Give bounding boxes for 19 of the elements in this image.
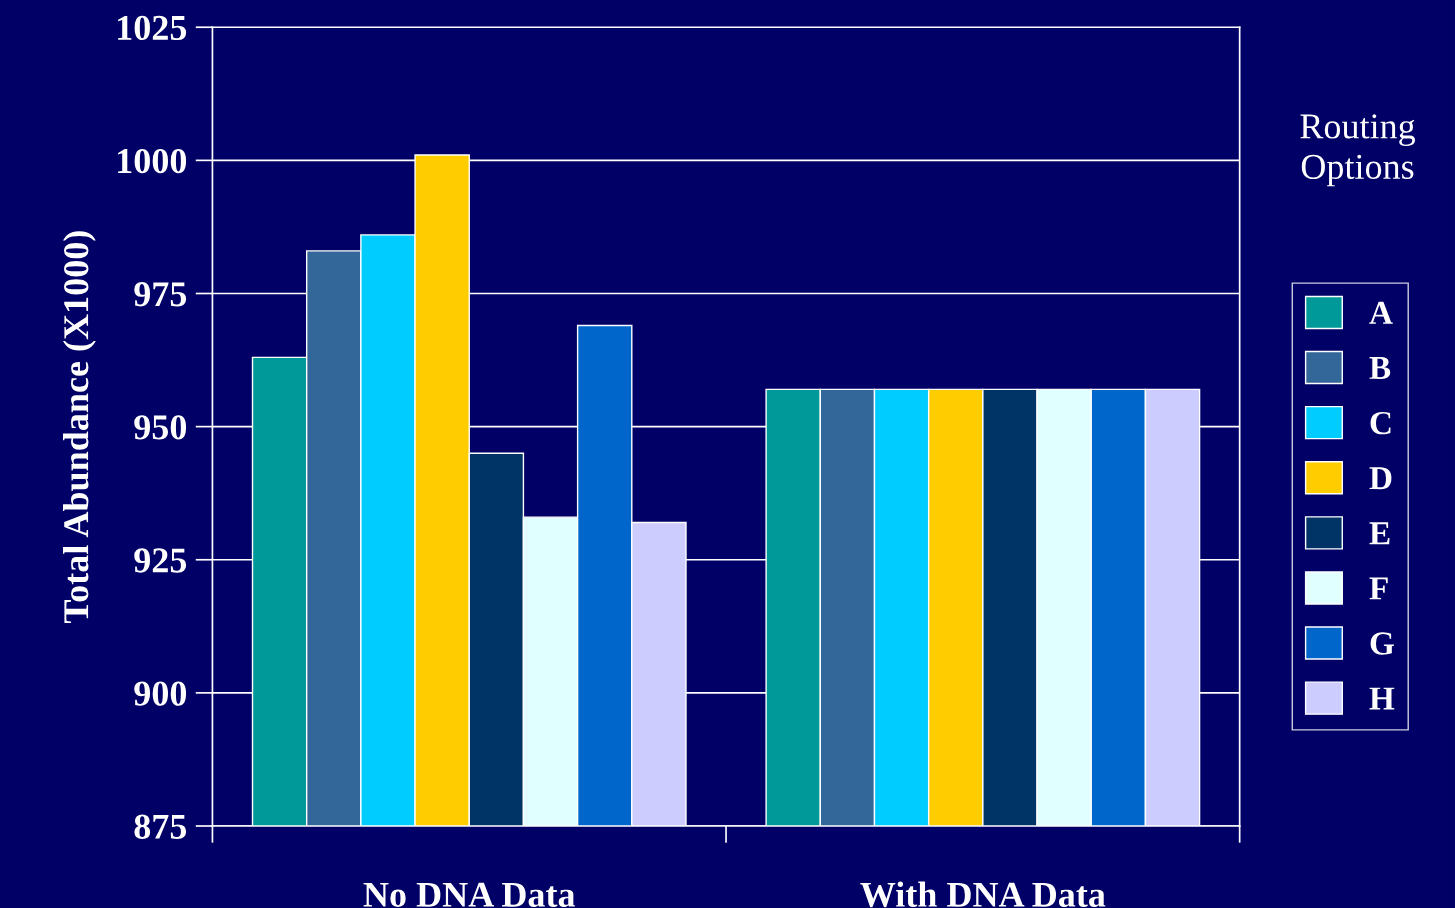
legend-title: Routing Options <box>1300 114 1416 187</box>
x-tick-label: With DNA Data <box>860 881 1106 908</box>
y-tick-label: 900 <box>134 681 187 706</box>
legend-label: D <box>1369 467 1392 490</box>
legend-label: G <box>1370 632 1394 655</box>
y-tick-label: 925 <box>134 548 187 573</box>
legend-label: H <box>1369 687 1395 710</box>
legend-label: A <box>1369 301 1393 324</box>
y-axis-title: Total Abundance (X1000) <box>63 231 96 624</box>
y-tick-label: 1025 <box>118 15 187 41</box>
y-tick-label: 875 <box>134 814 187 839</box>
y-tick-label: 950 <box>134 415 187 440</box>
legend-label: B <box>1369 357 1391 379</box>
legend-label: E <box>1369 522 1390 545</box>
x-tick-label: No DNA Data <box>363 882 576 907</box>
legend-label: C <box>1370 411 1391 435</box>
legend-label: F <box>1369 577 1388 600</box>
y-tick-label: 1000 <box>118 148 187 174</box>
y-tick-label: 975 <box>134 282 187 307</box>
